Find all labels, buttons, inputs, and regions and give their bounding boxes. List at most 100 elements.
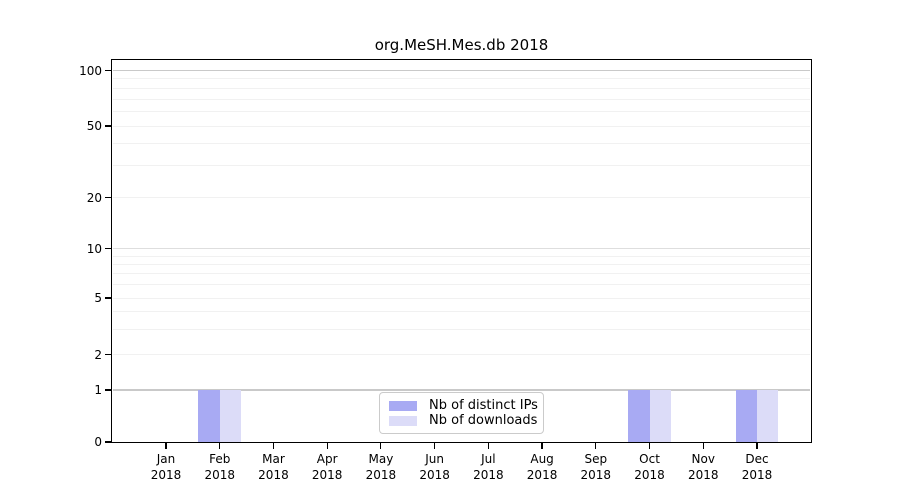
- x-tick-year: 2018: [526, 468, 558, 482]
- x-tick-jun: [434, 443, 436, 449]
- gridline-20: [112, 197, 810, 198]
- y-tick-label-20: 20: [86, 190, 102, 205]
- legend-item-downloads: Nb of downloads: [389, 412, 538, 428]
- x-tick-label-jan: Jan 2018: [136, 451, 196, 483]
- gridline-9: [112, 255, 810, 257]
- x-tick-label-feb: Feb 2018: [190, 451, 250, 483]
- x-tick-year: 2018: [258, 468, 289, 482]
- x-tick-year: 2018: [687, 468, 719, 482]
- y-tick-10: [105, 247, 112, 250]
- gridline-2: [112, 354, 810, 355]
- y-tick-label-5: 5: [94, 291, 102, 305]
- y-tick-1: [105, 389, 112, 391]
- chart-title: org.MeSH.Mes.db 2018: [374, 36, 549, 54]
- x-tick-nov: [702, 443, 704, 449]
- x-tick-month: Jan: [156, 452, 176, 466]
- x-tick-may: [380, 443, 382, 449]
- x-tick-month: Aug: [530, 452, 554, 466]
- x-tick-month: Jun: [425, 452, 444, 466]
- gridline-50: [112, 125, 810, 127]
- x-tick-month: Mar: [262, 452, 285, 466]
- bar-distinct-ips-oct: [628, 390, 650, 442]
- legend-label-distinct-ips: Nb of distinct IPs: [429, 397, 538, 413]
- x-tick-oct: [648, 443, 651, 449]
- x-tick-year: 2018: [634, 468, 665, 482]
- gridline-70: [112, 98, 810, 100]
- bar-distinct-ips-feb: [198, 390, 220, 442]
- x-tick-year: 2018: [204, 468, 235, 482]
- x-tick-label-aug: Aug 2018: [512, 451, 572, 483]
- y-tick-label-0: 0: [94, 435, 102, 449]
- y-tick-label-10: 10: [86, 241, 102, 256]
- bar-downloads-feb: [219, 390, 242, 442]
- x-tick-aug: [541, 443, 543, 449]
- y-tick-label-1: 1: [94, 383, 102, 397]
- bar-downloads-dec: [757, 390, 779, 442]
- gridline-10: [112, 247, 810, 249]
- x-tick-year: 2018: [419, 468, 450, 482]
- gridline-1: [112, 389, 810, 391]
- y-tick-2: [105, 353, 112, 356]
- x-tick-jul: [487, 443, 489, 449]
- bar-distinct-ips-dec: [735, 390, 757, 442]
- y-tick-50: [105, 125, 112, 127]
- x-tick-dec: [756, 443, 758, 449]
- y-tick-0: [105, 441, 112, 443]
- x-tick-month: Sep: [584, 452, 608, 466]
- x-tick-jan: [165, 443, 167, 449]
- y-tick-label-100: 100: [79, 63, 102, 78]
- x-tick-apr: [326, 443, 328, 449]
- y-tick-label-2: 2: [94, 347, 102, 362]
- bar-downloads-oct: [649, 390, 672, 442]
- x-tick-label-oct: Oct 2018: [620, 451, 680, 483]
- gridline-90: [112, 78, 810, 80]
- x-tick-month: Dec: [745, 452, 769, 466]
- x-tick-label-apr: Apr 2018: [297, 451, 357, 483]
- legend-label-downloads: Nb of downloads: [429, 412, 538, 428]
- x-tick-label-may: May 2018: [351, 451, 411, 483]
- gridline-6: [112, 284, 810, 286]
- x-tick-label-jul: Jul 2018: [458, 451, 518, 483]
- x-tick-month: May: [368, 452, 394, 466]
- legend-item-distinct-ips: Nb of distinct IPs: [389, 398, 538, 413]
- y-tick-20: [105, 196, 112, 199]
- x-tick-sep: [595, 443, 597, 449]
- gridline-4: [112, 311, 810, 313]
- x-tick-label-dec: Dec 2018: [727, 451, 787, 483]
- legend-swatch-downloads-icon: [389, 415, 417, 426]
- y-tick-100: [105, 69, 112, 72]
- x-tick-feb: [219, 443, 221, 449]
- x-tick-year: 2018: [473, 468, 504, 482]
- x-tick-year: 2018: [150, 468, 182, 482]
- x-tick-year: 2018: [580, 468, 612, 482]
- x-tick-year: 2018: [311, 468, 343, 482]
- x-tick-month: Feb: [209, 452, 231, 466]
- gridline-60: [112, 110, 810, 112]
- y-tick-5: [105, 297, 112, 299]
- gridline-40: [112, 142, 810, 144]
- plot-frame: [111, 59, 812, 443]
- gridline-5: [112, 297, 810, 299]
- x-tick-label-mar: Mar 2018: [243, 451, 303, 483]
- x-tick-year: 2018: [365, 468, 397, 482]
- gridline-3: [112, 328, 810, 330]
- gridline-7: [112, 273, 810, 275]
- legend: Nb of distinct IPs Nb of downloads: [379, 392, 544, 434]
- gridline-80: [112, 87, 810, 89]
- x-tick-label-jun: Jun 2018: [405, 451, 465, 483]
- gridline-30: [112, 165, 810, 167]
- x-tick-month: Oct: [639, 452, 660, 466]
- x-tick-label-nov: Nov 2018: [673, 451, 733, 483]
- x-tick-month: Apr: [316, 452, 338, 466]
- x-tick-mar: [272, 443, 275, 449]
- y-tick-label-50: 50: [86, 119, 102, 133]
- x-tick-label-sep: Sep 2018: [566, 451, 626, 483]
- gridline-8: [112, 263, 810, 265]
- legend-swatch-distinct-ips-icon: [389, 400, 417, 411]
- gridline-100: [112, 69, 810, 72]
- x-tick-month: Nov: [691, 452, 715, 466]
